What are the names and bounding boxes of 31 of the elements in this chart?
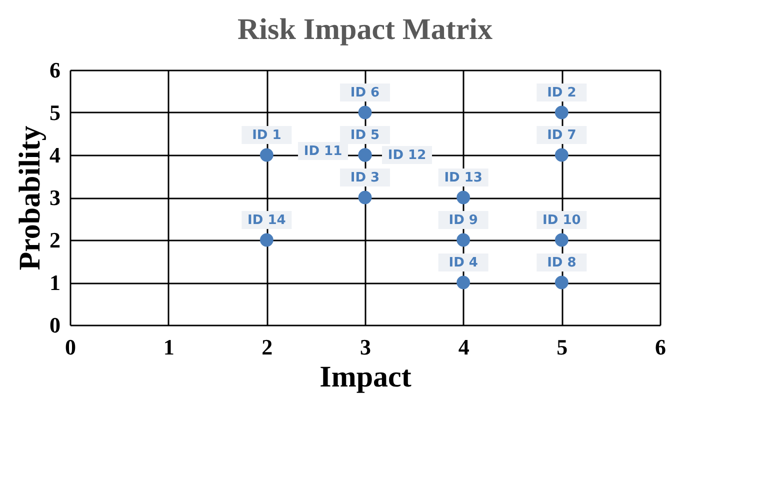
text: ID 13 xyxy=(444,170,482,186)
text: ID 14 xyxy=(248,213,286,228)
x-tick-label: 0 xyxy=(65,334,76,360)
text: ID 11 xyxy=(304,144,342,159)
text: ID 9 xyxy=(448,213,478,228)
x-tick-label: 1 xyxy=(163,334,174,360)
x-tick-label: 4 xyxy=(458,334,470,360)
y-tick-label: 0 xyxy=(50,312,60,338)
y-tick-label: 5 xyxy=(50,100,60,125)
y-tick-label: 4 xyxy=(50,142,60,168)
y-tick-label: 3 xyxy=(50,185,60,210)
y-tick-label: 1 xyxy=(50,270,60,295)
text: ID 4 xyxy=(448,256,478,270)
x-tick-label: 2 xyxy=(262,334,273,360)
x-tick-label: 3 xyxy=(360,334,371,360)
text: ID 7 xyxy=(547,128,576,143)
y-tick-label: 2 xyxy=(50,228,60,252)
x-axis-title: Impact xyxy=(320,360,412,394)
chart-title: Risk Impact Matrix xyxy=(238,13,492,46)
text: ID 12 xyxy=(388,148,426,163)
y-axis-title: Probability xyxy=(14,126,46,270)
text: ID 8 xyxy=(547,256,576,270)
text: ID 3 xyxy=(350,170,380,186)
x-tick-label: 6 xyxy=(655,334,666,360)
text: ID 5 xyxy=(350,128,380,143)
x-tick-label: 5 xyxy=(556,334,568,360)
text: ID 6 xyxy=(350,86,380,100)
text: ID 10 xyxy=(542,213,581,228)
text: ID 1 xyxy=(252,128,282,143)
text: ID 2 xyxy=(547,86,576,100)
y-tick-label: 6 xyxy=(50,58,60,82)
